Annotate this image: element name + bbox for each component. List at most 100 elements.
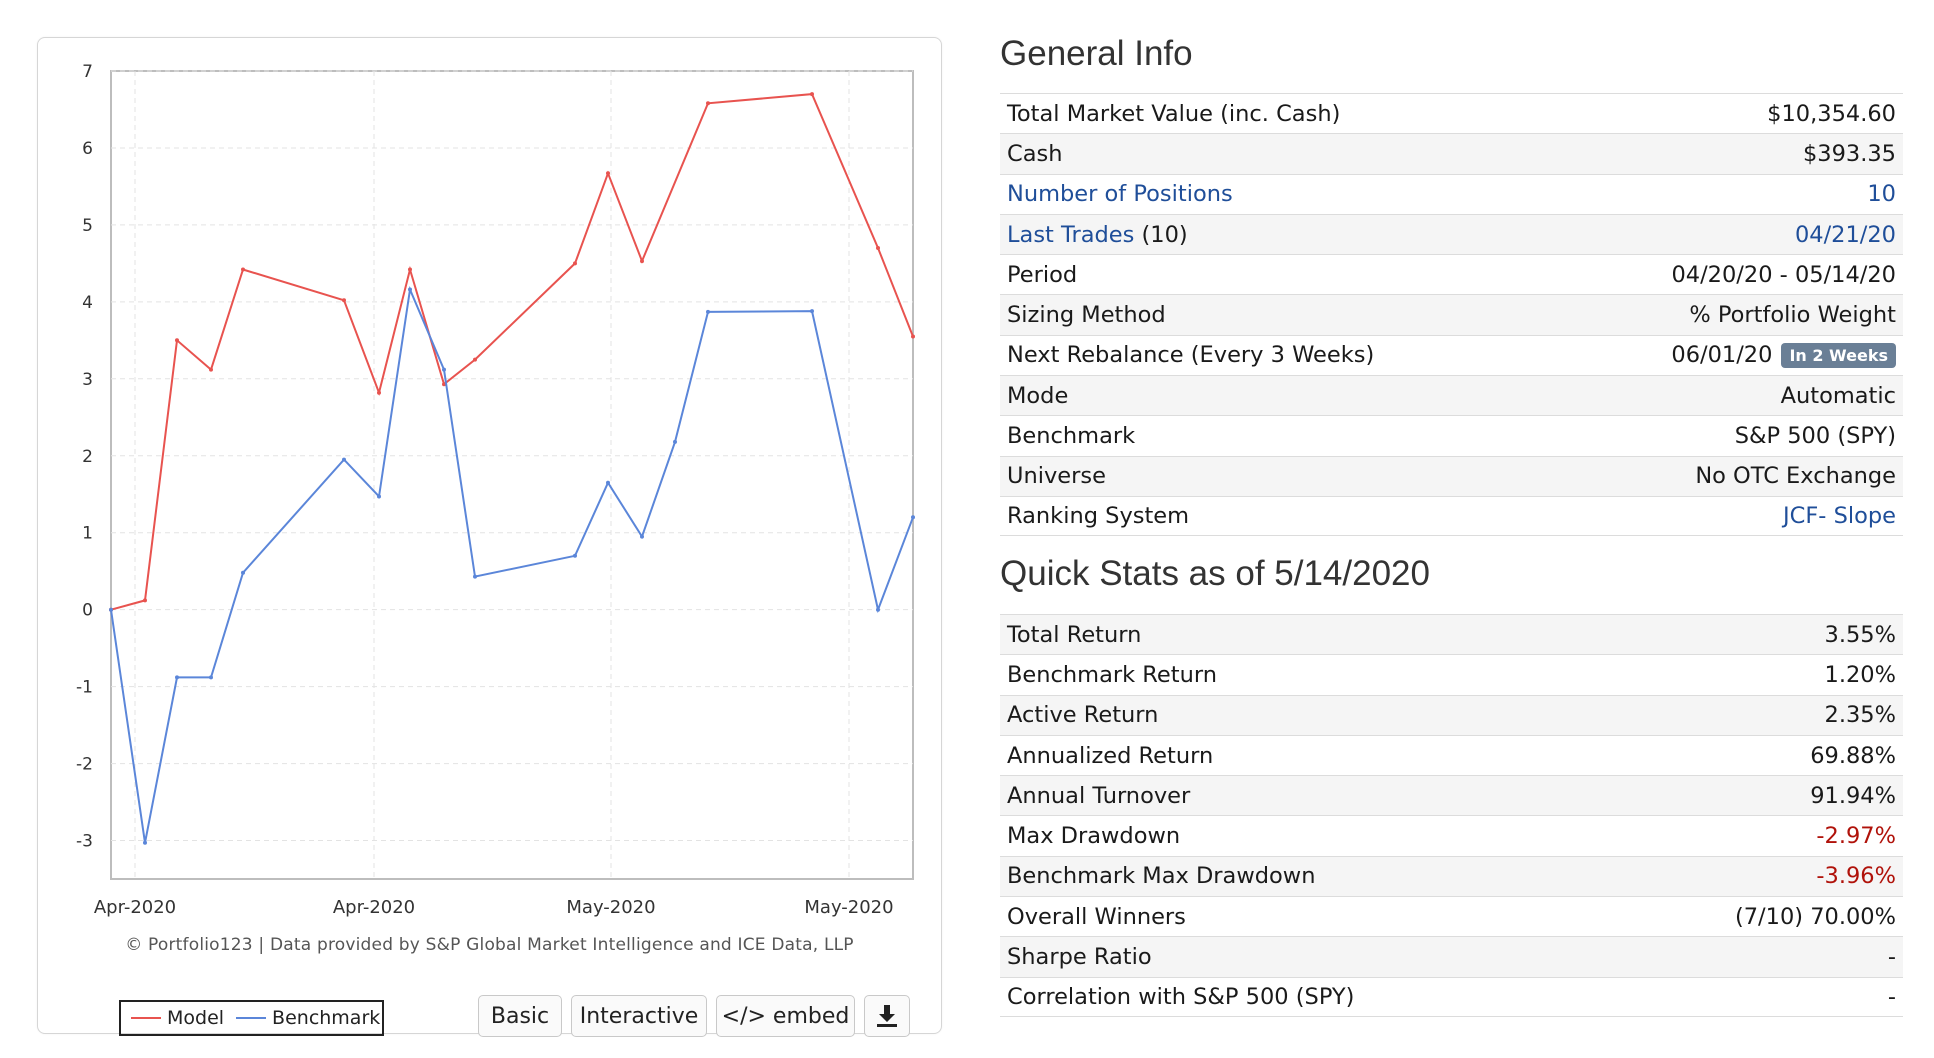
data-point-model [377,390,381,395]
data-point-benchmark [640,534,644,539]
stat-value-negative: -3.96% [1816,863,1896,890]
chart-legend[interactable]: Model Benchmark [119,1000,384,1036]
legend-swatch-benchmark [236,1017,267,1019]
stat-row-max-drawdown: Max Drawdown -2.97% [1000,815,1903,855]
info-label: Next Rebalance (Every 3 Weeks) [1007,342,1375,369]
info-value: % Portfolio Weight [1689,302,1896,329]
number-of-positions-value-link[interactable]: 10 [1867,181,1896,208]
series-line-benchmark [110,285,914,843]
data-point-benchmark [109,607,113,612]
data-point-benchmark [673,439,677,444]
stat-label: Annualized Return [1007,742,1214,769]
chart-credit: © Portfolio123 | Data provided by S&P Gl… [125,935,854,955]
legend-item-model[interactable]: Model [131,1007,224,1029]
plot-area [110,70,914,880]
general-info-table: Total Market Value (inc. Cash) $10,354.6… [1000,93,1903,537]
number-of-positions-link[interactable]: Number of Positions [1007,181,1233,208]
stat-value: 3.55% [1824,621,1896,648]
data-point-benchmark [241,570,245,575]
info-label: Universe [1007,463,1106,490]
stat-label: Overall Winners [1007,903,1186,930]
stat-label: Correlation with S&P 500 (SPY) [1007,983,1355,1010]
stat-value: 2.35% [1824,702,1896,729]
info-row-next-rebalance: Next Rebalance (Every 3 Weeks) 06/01/20 I… [1000,334,1903,375]
info-row-sizing-method: Sizing Method % Portfolio Weight [1000,294,1903,335]
stat-row-annualized-return: Annualized Return 69.88% [1000,734,1903,775]
data-point-model [175,338,179,343]
data-point-benchmark [408,287,412,292]
stat-row-active-return: Active Return 2.35% [1000,694,1903,735]
stat-value: 69.88% [1810,742,1896,769]
data-point-benchmark [876,607,880,612]
y-tick-label: 7 [82,62,93,82]
info-row-cash: Cash $393.35 [1000,133,1903,174]
stat-row-overall-winners: Overall Winners (7/10) 70.00% [1000,896,1903,936]
data-point-benchmark [573,553,577,558]
last-trades-label: Last Trades (10) [1007,222,1188,248]
stat-row-benchmark-return: Benchmark Return 1.20% [1000,654,1903,694]
stat-row-benchmark-max-drawdown: Benchmark Max Drawdown -3.96% [1000,855,1903,897]
stat-label: Benchmark Return [1007,661,1217,688]
data-point-benchmark [175,675,179,680]
data-point-benchmark [143,840,147,845]
data-point-model [408,267,412,272]
y-tick-label: 5 [82,216,93,236]
info-row-benchmark: Benchmark S&P 500 (SPY) [1000,415,1903,455]
data-point-benchmark [473,574,477,579]
last-trades-link[interactable]: Last Trades [1007,221,1135,248]
y-tick-label: 3 [82,370,93,390]
info-label: Period [1007,261,1078,288]
info-value: Automatic [1780,382,1896,409]
data-point-benchmark [706,309,710,314]
info-row-mode: Mode Automatic [1000,375,1903,416]
stat-value: - [1887,944,1896,971]
stat-label: Max Drawdown [1007,823,1181,850]
data-point-model [876,246,880,250]
stat-row-annual-turnover: Annual Turnover 91.94% [1000,775,1903,816]
info-label: Total Market Value (inc. Cash) [1007,100,1341,127]
x-tick-label: Apr-2020 [94,897,176,918]
stat-row-total-return: Total Return 3.55% [1000,614,1903,655]
info-value: No OTC Exchange [1695,463,1896,490]
data-point-model [573,261,577,266]
quick-stats-title: Quick Stats as of 5/14/2020 [1000,554,1430,593]
data-point-benchmark [911,515,915,520]
info-label: Ranking System [1007,503,1190,530]
data-point-model [442,382,446,387]
stat-value: - [1887,983,1896,1010]
rebalance-badge: In 2 Weeks [1781,343,1896,369]
info-label: Sizing Method [1007,302,1166,329]
info-value: S&P 500 (SPY) [1734,423,1896,450]
last-trades-date-link[interactable]: 04/21/20 [1794,221,1896,248]
y-tick-label: -2 [76,755,93,775]
data-point-benchmark [209,675,213,680]
basic-button[interactable]: Basic [478,995,562,1037]
stat-label: Benchmark Max Drawdown [1007,863,1316,890]
info-label: Cash [1007,140,1063,167]
performance-chart: 7 6 5 4 3 2 1 0 -1 -2 -3 Apr-2020 Apr-2020 May-2020 Ma… [76,62,915,918]
y-tick-label: 6 [82,139,93,159]
stat-value: (7/10) 70.00% [1734,903,1896,930]
data-point-benchmark [606,480,610,485]
data-point-model [640,259,644,264]
interactive-button[interactable]: Interactive [571,995,707,1037]
data-point-model [706,101,710,106]
quick-stats-table: Total Return 3.55% Benchmark Return 1.20… [1000,614,1903,1017]
info-row-universe: Universe No OTC Exchange [1000,455,1903,496]
y-tick-label: -3 [76,832,93,852]
info-value: $393.35 [1802,140,1896,167]
data-point-model [241,267,245,272]
x-tick-label: Apr-2020 [333,897,415,918]
legend-label-model: Model [167,1007,225,1029]
download-button[interactable] [864,995,910,1037]
data-point-benchmark [442,367,446,372]
embed-button[interactable]: </> embed [716,995,855,1037]
legend-item-benchmark[interactable]: Benchmark [236,1007,380,1029]
legend-swatch-model [131,1017,161,1019]
data-point-model [911,334,915,339]
stat-label: Annual Turnover [1007,782,1191,809]
data-point-benchmark [342,457,346,462]
stat-label: Sharpe Ratio [1007,944,1152,971]
ranking-system-link[interactable]: JCF- Slope [1783,503,1896,530]
info-value: 06/01/20 [1671,342,1773,369]
